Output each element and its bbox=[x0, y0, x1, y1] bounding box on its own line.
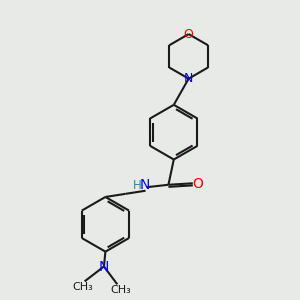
Text: CH₃: CH₃ bbox=[73, 282, 94, 292]
Text: N: N bbox=[184, 72, 193, 85]
Text: H: H bbox=[133, 179, 142, 192]
Text: O: O bbox=[184, 28, 194, 40]
Text: N: N bbox=[99, 260, 109, 274]
Text: CH₃: CH₃ bbox=[110, 285, 131, 295]
Text: N: N bbox=[140, 178, 150, 192]
Text: O: O bbox=[193, 177, 204, 191]
